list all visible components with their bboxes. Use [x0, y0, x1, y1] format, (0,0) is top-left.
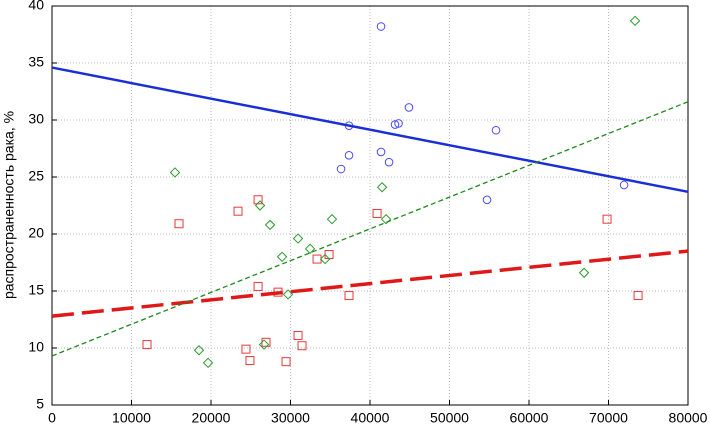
point [376, 182, 388, 193]
trend-line [51, 66, 689, 194]
point [319, 253, 331, 265]
point [233, 206, 243, 216]
point [380, 213, 392, 225]
x-tick-label: 60000 [510, 410, 549, 426]
point [491, 125, 501, 135]
x-tick-label: 80000 [669, 410, 708, 426]
point [304, 243, 316, 255]
x-tick-label: 40000 [351, 410, 390, 426]
point [602, 214, 612, 224]
plot-frame [51, 5, 689, 406]
x-tick-label: 70000 [589, 410, 628, 426]
point [384, 157, 394, 167]
y-tick-label: 25 [28, 168, 44, 184]
x-tick-label: 10000 [112, 410, 151, 426]
x-tick-label: 30000 [271, 410, 310, 426]
point [482, 195, 492, 205]
point [633, 291, 643, 301]
point [344, 151, 354, 160]
point [254, 200, 266, 211]
point [336, 164, 346, 174]
point [193, 345, 205, 356]
x-tick-label: 50000 [430, 410, 469, 426]
point [312, 254, 322, 264]
point [324, 250, 334, 260]
point [344, 291, 354, 301]
y-tick-label: 5 [36, 396, 44, 412]
point [404, 103, 414, 112]
y-tick-label: 10 [28, 339, 44, 355]
y-axis-label: распространенность рака, % [1, 111, 17, 299]
point [372, 208, 382, 218]
point [253, 281, 263, 291]
x-tick-label: 0 [48, 410, 56, 426]
point [629, 15, 641, 27]
x-tick-label: 20000 [192, 410, 231, 426]
point [297, 341, 307, 351]
point [264, 219, 276, 231]
y-tick-label: 35 [28, 54, 44, 70]
point [276, 251, 288, 263]
point [326, 213, 338, 225]
trend-line [51, 249, 689, 318]
trend-line [51, 101, 689, 357]
point [376, 22, 386, 31]
point [174, 219, 184, 229]
point [293, 330, 303, 340]
point [202, 357, 214, 369]
point [253, 195, 263, 205]
point [376, 147, 386, 157]
point [281, 357, 291, 367]
point [394, 119, 403, 128]
y-tick-label: 20 [28, 225, 44, 241]
point [142, 340, 152, 350]
point [258, 339, 270, 350]
y-tick-label: 40 [28, 0, 44, 13]
point [390, 120, 400, 129]
point [619, 180, 629, 190]
point [282, 289, 294, 300]
point [245, 356, 255, 366]
point [578, 267, 590, 278]
y-tick-label: 30 [28, 111, 44, 127]
point [241, 344, 251, 354]
point [292, 233, 304, 244]
point [169, 167, 181, 178]
y-tick-label: 15 [28, 282, 44, 298]
